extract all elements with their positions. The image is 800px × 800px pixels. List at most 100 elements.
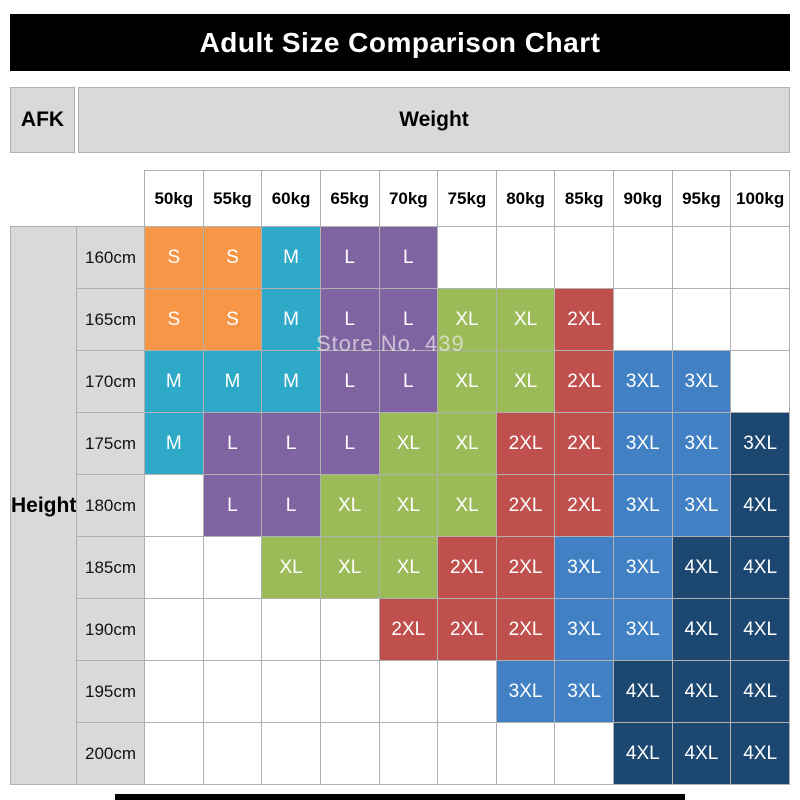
size-cell-3xl: 3XL xyxy=(730,412,790,475)
size-cell-xl: XL xyxy=(378,412,439,475)
size-cell-2xl: 2XL xyxy=(437,536,497,599)
weight-column-header: 65kg xyxy=(319,170,380,227)
height-row-header: 190cm xyxy=(76,598,145,661)
weight-axis-label: Weight xyxy=(78,87,790,153)
empty-cell xyxy=(319,598,380,661)
size-cell-4xl: 4XL xyxy=(730,660,790,723)
empty-cell xyxy=(671,226,732,289)
size-cell-3xl: 3XL xyxy=(554,660,614,723)
size-table-body: 50kg 55kg 60kg 65kg 70kg 75kg 80kg 85kg 90kg 95kg… xyxy=(10,170,790,785)
empty-cell xyxy=(437,660,497,723)
size-cell-4xl: 4XL xyxy=(671,660,732,723)
size-cell-2xl: 2XL xyxy=(554,350,614,413)
weight-column-header: 50kg xyxy=(144,170,204,227)
table-row: 185cm XL XL XL 2XL 2XL 3XL 3XL 4XL 4XL xyxy=(11,536,790,599)
size-cell-l: L xyxy=(319,350,380,413)
table-row: 190cm 2XL 2XL 2XL 3XL 3XL 4XL 4XL xyxy=(11,598,790,661)
size-cell-2xl: 2XL xyxy=(437,598,497,661)
height-row-header: 160cm xyxy=(76,226,145,289)
size-cell-xl: XL xyxy=(437,350,497,413)
size-cell-l: L xyxy=(378,226,439,289)
empty-cell xyxy=(144,660,204,723)
height-row-header: 200cm xyxy=(76,722,145,785)
size-cell-s: S xyxy=(202,288,263,351)
table-row: 195cm 3XL 3XL 4XL 4XL 4XL xyxy=(11,660,790,723)
size-cell-m: M xyxy=(202,350,263,413)
empty-cell xyxy=(202,536,263,599)
size-cell-xl: XL xyxy=(378,536,439,599)
size-cell-4xl: 4XL xyxy=(671,722,732,785)
empty-cell xyxy=(202,660,263,723)
size-cell-s: S xyxy=(144,226,204,289)
empty-cell xyxy=(144,474,204,537)
size-cell-xl: XL xyxy=(437,474,497,537)
empty-cell xyxy=(437,226,497,289)
size-cell-4xl: 4XL xyxy=(671,536,732,599)
size-cell-4xl: 4XL xyxy=(730,474,790,537)
empty-cell xyxy=(730,226,790,289)
size-cell-m: M xyxy=(261,288,321,351)
size-cell-l: L xyxy=(202,474,263,537)
size-cell-3xl: 3XL xyxy=(613,412,673,475)
page-title: Adult Size Comparison Chart xyxy=(10,14,790,71)
empty-cell xyxy=(554,226,614,289)
size-cell-2xl: 2XL xyxy=(554,474,614,537)
size-cell-xl: XL xyxy=(495,288,556,351)
weight-column-header: 100kg xyxy=(730,170,790,227)
size-cell-4xl: 4XL xyxy=(613,660,673,723)
size-cell-3xl: 3XL xyxy=(554,536,614,599)
size-cell-2xl: 2XL xyxy=(554,412,614,475)
empty-cell xyxy=(144,598,204,661)
size-comparison-table: 50kg 55kg 60kg 65kg 70kg 75kg 80kg 85kg 90kg 95kg… xyxy=(10,170,790,785)
empty-cell xyxy=(319,660,380,723)
size-cell-3xl: 3XL xyxy=(671,350,732,413)
empty-cell xyxy=(730,288,790,351)
empty-cell xyxy=(554,722,614,785)
empty-cell xyxy=(495,722,556,785)
size-cell-4xl: 4XL xyxy=(730,598,790,661)
size-cell-4xl: 4XL xyxy=(671,598,732,661)
empty-cell xyxy=(144,722,204,785)
size-cell-2xl: 2XL xyxy=(495,474,556,537)
weight-column-header: 70kg xyxy=(378,170,439,227)
size-cell-3xl: 3XL xyxy=(495,660,556,723)
size-cell-2xl: 2XL xyxy=(378,598,439,661)
weight-column-header: 55kg xyxy=(202,170,263,227)
bottom-black-strip xyxy=(115,794,685,800)
size-cell-l: L xyxy=(378,288,439,351)
size-cell-4xl: 4XL xyxy=(613,722,673,785)
size-cell-s: S xyxy=(144,288,204,351)
size-cell-3xl: 3XL xyxy=(671,412,732,475)
size-cell-xl: XL xyxy=(437,412,497,475)
size-cell-3xl: 3XL xyxy=(671,474,732,537)
weight-column-header: 85kg xyxy=(554,170,614,227)
weight-column-header: 60kg xyxy=(261,170,321,227)
size-cell-xl: XL xyxy=(261,536,321,599)
table-row: Height 160cm S S M L L xyxy=(10,226,790,785)
size-cell-3xl: 3XL xyxy=(613,350,673,413)
empty-cell xyxy=(437,722,497,785)
size-cell-m: M xyxy=(144,412,204,475)
size-cell-3xl: 3XL xyxy=(613,474,673,537)
weight-column-header: 90kg xyxy=(613,170,673,227)
height-row-header: 195cm xyxy=(76,660,145,723)
size-cell-xl: XL xyxy=(319,536,380,599)
height-row-header: 180cm xyxy=(76,474,145,537)
empty-cell xyxy=(261,598,321,661)
size-cell-m: M xyxy=(144,350,204,413)
size-cell-l: L xyxy=(319,226,380,289)
table-row: 175cm M L L L XL XL 2XL 2XL 3XL 3XL 3XL xyxy=(11,412,790,475)
size-cell-l: L xyxy=(319,412,380,475)
empty-cell xyxy=(202,598,263,661)
height-row-header: 175cm xyxy=(76,412,145,475)
size-cell-3xl: 3XL xyxy=(613,536,673,599)
size-cell-xl: XL xyxy=(437,288,497,351)
size-cell-4xl: 4XL xyxy=(730,536,790,599)
height-axis-label: Height xyxy=(10,226,77,785)
size-cell-xl: XL xyxy=(495,350,556,413)
empty-cell xyxy=(613,288,673,351)
empty-cell xyxy=(144,536,204,599)
empty-cell xyxy=(378,660,439,723)
table-row: 165cm S S M L L XL XL 2XL xyxy=(11,288,790,351)
empty-cell xyxy=(261,722,321,785)
